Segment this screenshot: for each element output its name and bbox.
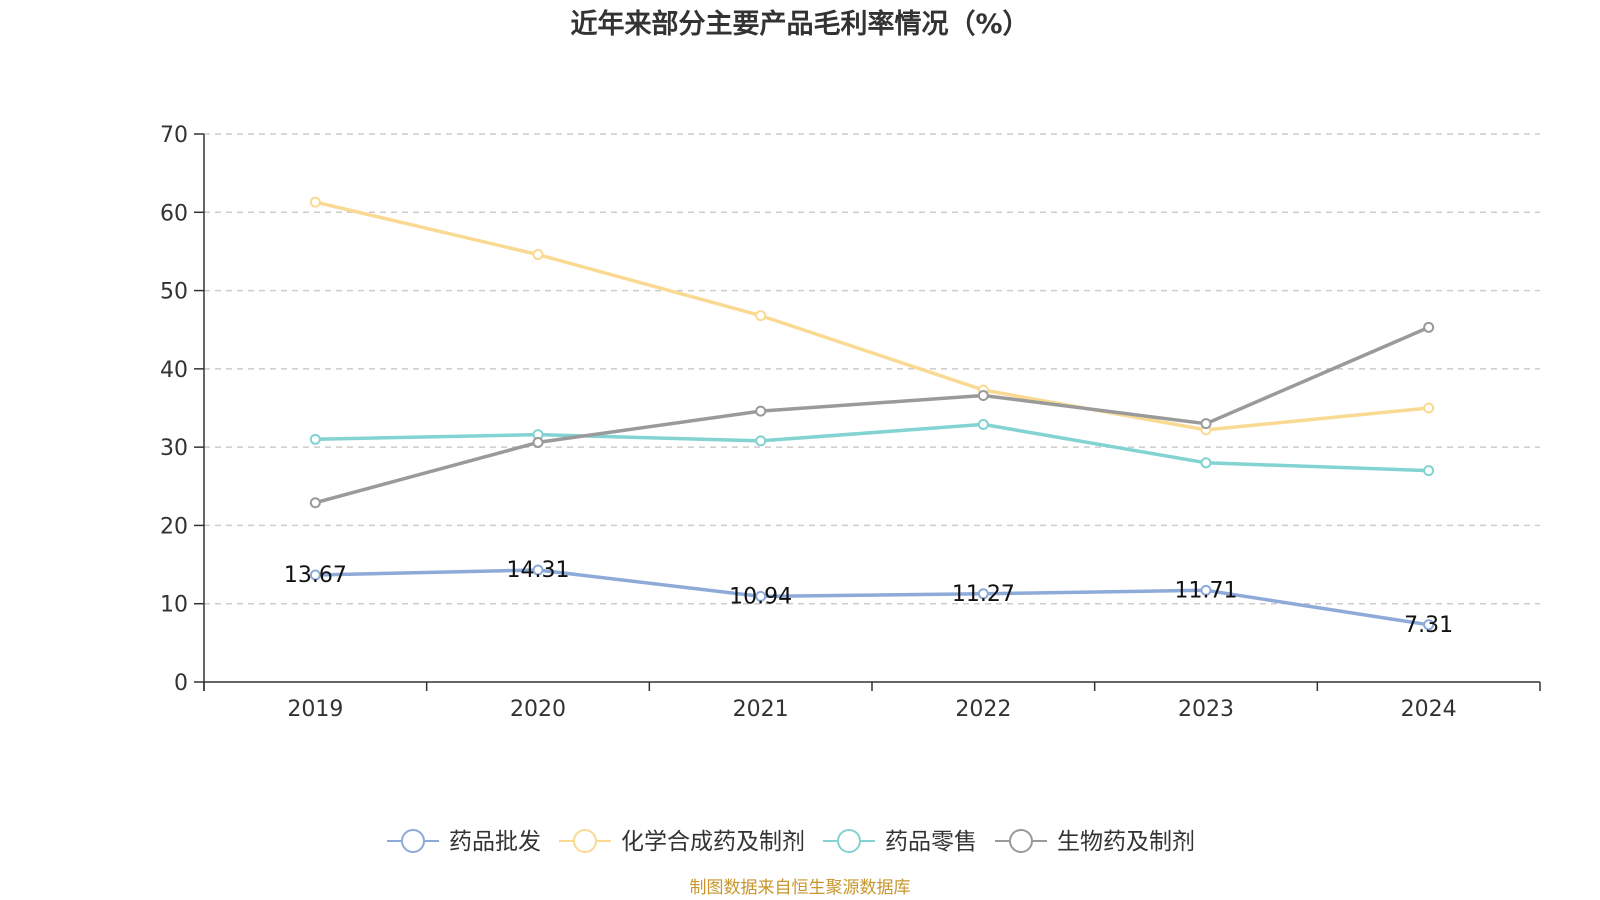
series-0 (309, 564, 1435, 631)
data-label: 13.67 (284, 563, 347, 588)
series-line (313, 568, 1431, 627)
data-point[interactable] (309, 569, 321, 581)
data-point[interactable] (755, 435, 767, 447)
data-point[interactable] (977, 418, 989, 430)
x-tick-label: 2024 (1401, 697, 1457, 722)
data-label: 10.94 (729, 584, 792, 609)
data-point[interactable] (532, 436, 544, 448)
x-tick-label: 2022 (955, 697, 1011, 722)
data-point[interactable] (755, 405, 767, 417)
data-label: 11.27 (952, 582, 1015, 607)
legend-marker (573, 829, 597, 853)
data-point[interactable] (532, 564, 544, 576)
x-tick-label: 2020 (510, 697, 566, 722)
y-tick-label: 30 (160, 436, 188, 461)
series-line (313, 422, 1431, 473)
data-point[interactable] (309, 196, 321, 208)
legend-item-3[interactable]: 生物药及制剂 (995, 829, 1195, 855)
y-tick-label: 50 (160, 280, 188, 305)
x-tick-label: 2023 (1178, 697, 1234, 722)
legend[interactable]: 药品批发 化学合成药及制剂 药品零售 生物药及制剂 (387, 829, 1195, 855)
y-tick-label: 40 (160, 358, 188, 383)
legend-marker (1009, 829, 1033, 853)
data-label: 11.71 (1175, 578, 1238, 603)
series-2 (309, 418, 1435, 477)
series-line (313, 200, 1431, 432)
grid (204, 133, 1540, 605)
series-group (309, 196, 1435, 631)
legend-item-1[interactable]: 化学合成药及制剂 (559, 829, 805, 855)
data-point[interactable] (532, 249, 544, 261)
data-point[interactable] (1423, 321, 1435, 333)
legend-marker (837, 829, 861, 853)
data-point[interactable] (309, 497, 321, 509)
data-labels: 13.67 14.31 10.94 11.27 11.71 7.31 (284, 558, 1453, 638)
data-point[interactable] (1423, 619, 1435, 631)
legend-label: 药品批发 (449, 829, 541, 855)
legend-label: 生物药及制剂 (1057, 829, 1195, 855)
legend-item-2[interactable]: 药品零售 (823, 829, 977, 855)
data-point[interactable] (1423, 402, 1435, 414)
data-point[interactable] (1423, 465, 1435, 477)
y-tick-label: 60 (160, 201, 188, 226)
chart-title: 近年来部分主要产品毛利率情况（%） (570, 8, 1029, 40)
source-note: 制图数据来自恒生聚源数据库 (690, 878, 911, 898)
data-point[interactable] (1200, 418, 1212, 430)
y-tick-label: 0 (174, 671, 188, 696)
x-tick-label: 2021 (733, 697, 789, 722)
data-label: 7.31 (1404, 613, 1453, 638)
data-point[interactable] (977, 588, 989, 600)
y-tick-label: 70 (160, 123, 188, 148)
y-tick-label: 10 (160, 593, 188, 618)
data-point[interactable] (755, 310, 767, 322)
data-label: 14.31 (507, 558, 570, 583)
data-point[interactable] (755, 590, 767, 602)
series-line (313, 325, 1431, 505)
legend-item-0[interactable]: 药品批发 (387, 829, 541, 855)
data-point[interactable] (1200, 457, 1212, 469)
series-3 (309, 321, 1435, 509)
y-tick-label: 20 (160, 514, 188, 539)
axes: 0 10 20 30 40 50 60 70 2019 2020 2021 2022 2023 2024 (160, 123, 1541, 722)
legend-label: 药品零售 (885, 829, 977, 855)
legend-label: 化学合成药及制剂 (621, 829, 805, 855)
data-point[interactable] (1200, 584, 1212, 596)
legend-marker (401, 829, 425, 853)
x-tick-label: 2019 (287, 697, 343, 722)
data-point[interactable] (309, 433, 321, 445)
data-point[interactable] (977, 389, 989, 401)
